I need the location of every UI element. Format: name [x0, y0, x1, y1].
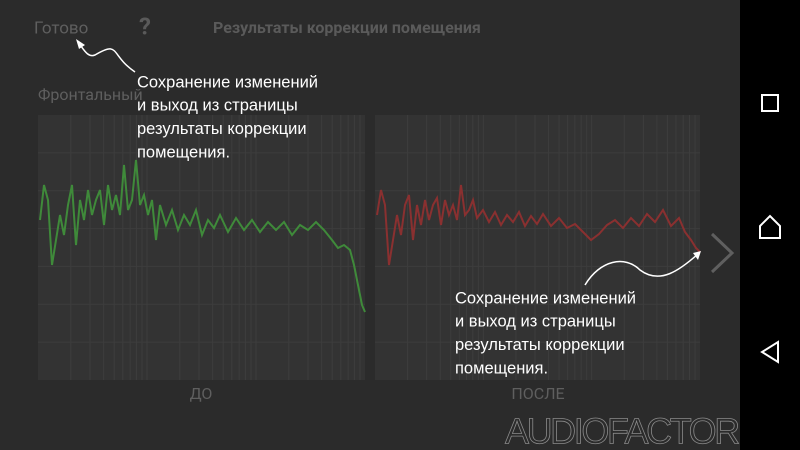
home-button[interactable] [759, 214, 781, 239]
annotation-line: и выход из страницы [455, 313, 616, 331]
before-curve [39, 159, 366, 313]
arrowhead [76, 39, 85, 49]
callout-arrow [77, 41, 136, 73]
grid [38, 115, 700, 380]
nav-bar-bg [740, 0, 800, 450]
annotation-line: результаты коррекции [137, 120, 307, 138]
next-arrow[interactable] [710, 232, 735, 274]
after-curve [376, 184, 701, 266]
channel-label: Фронтальный [38, 85, 143, 104]
navigation-bar [740, 0, 800, 450]
annotation-line: помещения. [455, 359, 548, 377]
arrowhead [693, 251, 701, 260]
recents-button[interactable] [761, 94, 779, 112]
annotations: Сохранение изменений и выход из страницы р… [76, 39, 701, 377]
annotation-line: Сохранение изменений [455, 289, 636, 307]
annotation-line: результаты коррекции [455, 336, 625, 354]
panel-label: ПОСЛЕ [511, 384, 564, 403]
back-button[interactable] [760, 340, 779, 364]
help-button[interactable]: ? [139, 12, 151, 40]
callout-arrow [584, 253, 699, 286]
panels [38, 115, 700, 380]
annotation-line: помещения. [137, 143, 230, 161]
screen-title: Результаты коррекции помещения [213, 18, 481, 37]
annotation-line: и выход из страницы [137, 97, 298, 115]
annotation-line: Сохранение изменений [137, 73, 318, 91]
before-panel [38, 115, 365, 380]
after-panel [375, 115, 700, 380]
panel-label: ДО [190, 384, 213, 403]
done-button[interactable]: Готово [34, 18, 88, 38]
